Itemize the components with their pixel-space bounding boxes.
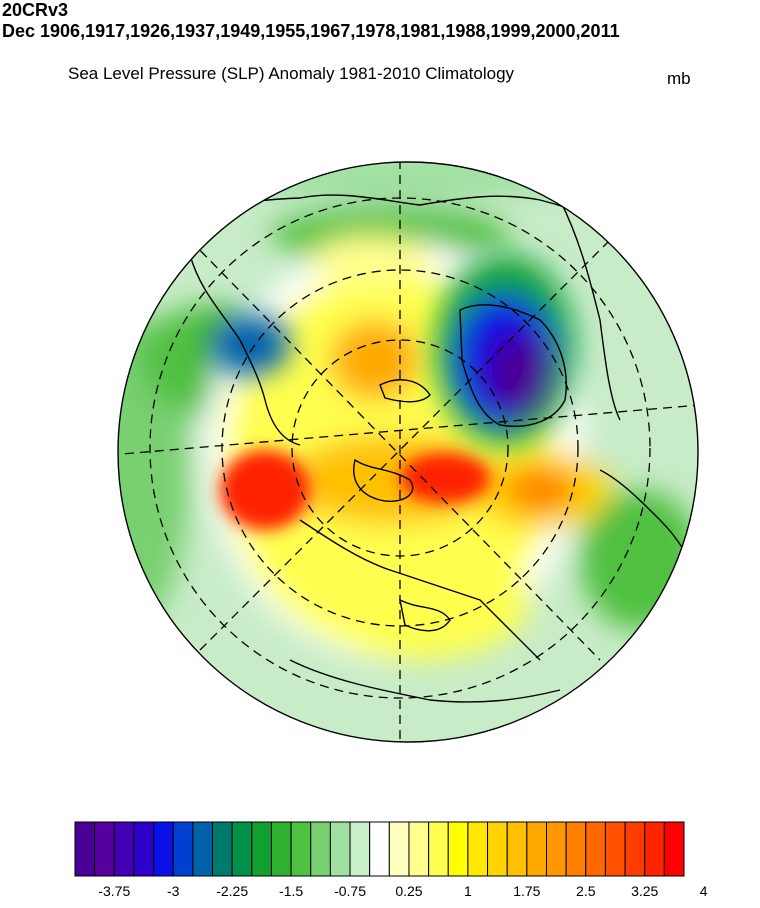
coastline-greenland <box>459 304 567 427</box>
negative-center-north-pacific <box>210 315 290 375</box>
colorbar-box <box>545 821 567 877</box>
colorbar-box <box>408 821 430 877</box>
yellow-south <box>310 540 530 660</box>
colorbar-box <box>329 821 351 877</box>
colorbar-box <box>487 821 508 877</box>
coastline-hudson-bay <box>399 598 451 632</box>
positive-center-siberia <box>220 450 310 530</box>
colorbar-tick-label: 4 <box>699 883 708 899</box>
colorbar-box <box>212 821 233 877</box>
colorbar-box <box>624 821 646 877</box>
colorbar-box <box>565 821 587 877</box>
meridian-1 <box>118 404 698 456</box>
latitude-circle-middle <box>221 269 579 627</box>
coastline-south-rim <box>289 659 561 703</box>
coastline-asia-east <box>189 254 301 446</box>
colorbar-tick-label: -2.25 <box>216 883 249 899</box>
colorbar-box <box>231 821 253 877</box>
colorbar-box <box>644 821 665 877</box>
positive-center-arctic-canada <box>400 453 490 503</box>
dataset-title: 20CRv3 <box>2 0 69 20</box>
colorbar-tick-label: 1 <box>463 883 472 899</box>
units-label: mb <box>667 69 691 88</box>
plot-subtitle: Sea Level Pressure (SLP) Anomaly 1981-20… <box>68 64 515 83</box>
colorbar-box <box>467 821 489 877</box>
coastline-svalbard <box>379 379 431 403</box>
colorbar-tick-label: -1.5 <box>279 883 304 899</box>
colorbar-box <box>133 821 155 877</box>
colorbar-box <box>290 821 312 877</box>
colorbar-boxes <box>74 821 685 877</box>
coastline-north-america <box>299 519 541 661</box>
period-title: Dec 1906,1917,1926,1937,1949,1955,1967,1… <box>2 21 620 41</box>
colorbar-tick-label: 2.5 <box>576 883 596 899</box>
colorbar-box <box>153 821 174 877</box>
colorbar-box <box>506 821 528 877</box>
colorbar-box <box>349 821 371 877</box>
colorbar-box <box>270 821 292 877</box>
colorbar-tick-label: 3.25 <box>631 883 659 899</box>
colorbar-box <box>663 821 685 877</box>
colorbar-box <box>388 821 410 877</box>
colorbar-box <box>74 821 96 877</box>
colorbar-box <box>172 821 194 877</box>
negative-center-north-atlantic <box>488 333 552 417</box>
colorbar-box <box>447 821 469 877</box>
colorbar-box <box>585 821 606 877</box>
colorbar-tick-label: -3.75 <box>98 883 131 899</box>
colorbar-tick-label: -0.75 <box>334 883 366 899</box>
colorbar-tick-label: 1.75 <box>513 883 541 899</box>
colorbar-box <box>113 821 135 877</box>
colorbar-tick-label: 0.25 <box>395 883 423 899</box>
meridian-3 <box>179 229 621 671</box>
meridian-2 <box>189 239 601 661</box>
colorbar-box <box>310 821 331 877</box>
colorbar-box <box>604 821 626 877</box>
coastline-europe <box>559 199 621 421</box>
colorbar-box <box>428 821 449 877</box>
colorbar-box <box>251 821 272 877</box>
coastline-arctic-islands <box>353 458 414 502</box>
colorbar-tick-label: -3 <box>166 883 180 899</box>
colorbar-box <box>369 821 390 877</box>
colorbar-box <box>94 821 115 877</box>
colorbar-box <box>526 821 547 877</box>
orange-east <box>505 468 575 512</box>
map-boundary <box>117 161 699 743</box>
colorbar-box <box>192 821 214 877</box>
